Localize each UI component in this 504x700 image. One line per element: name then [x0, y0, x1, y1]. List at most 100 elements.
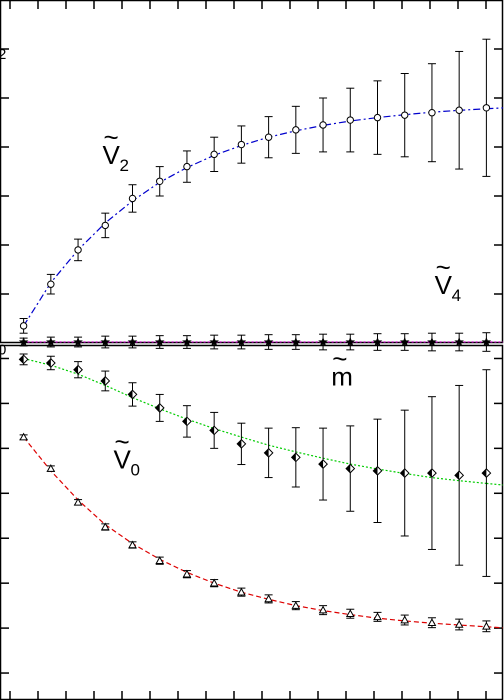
triangle-marker-1-16: [454, 619, 464, 628]
annotation-1: ~V 0: [113, 427, 139, 480]
annotation-letter: V: [435, 270, 453, 300]
diamond-marker-0-15: [427, 468, 437, 478]
diamond-marker-0-17-fill: [482, 468, 487, 478]
triangle-marker-1-6: [182, 569, 192, 578]
diamond-marker-0-11-fill: [318, 459, 324, 469]
plot-frame: [0, 0, 504, 344]
circle-marker-0-8: [237, 140, 246, 149]
triangle-marker-1-8: [237, 587, 246, 596]
star-marker-1-4: [127, 336, 138, 347]
circle-marker-0-5: [156, 177, 164, 186]
diamond-marker-0-5-fill: [155, 403, 160, 413]
y-tick-label: 0: [0, 341, 6, 358]
star-marker-1-9: [263, 336, 274, 347]
annotation-subscript: 4: [452, 286, 461, 305]
circle-marker-0-15: [428, 109, 436, 117]
circle-marker-0-3: [101, 221, 109, 230]
circle-marker-0-11: [319, 121, 327, 129]
annotation-letter: V: [113, 445, 131, 475]
circle-marker-0-16: [455, 106, 463, 114]
diamond-marker-0-14-fill: [400, 468, 405, 478]
diamond-marker-0-12: [345, 463, 356, 474]
diamond-marker-0-8-fill: [237, 439, 242, 449]
annotation-letter: V: [103, 140, 121, 170]
circle-marker-0-10: [292, 126, 300, 134]
top-panel: 2~V 2~V 4: [0, 0, 504, 352]
star-marker-1-10: [291, 336, 301, 347]
annotation-letter: m: [331, 361, 353, 391]
circle-marker-0-0: [19, 322, 28, 330]
diamond-marker-0-1: [45, 358, 56, 368]
diamond-marker-0-5: [154, 403, 165, 413]
diamond-marker-0-2-fill: [73, 365, 79, 374]
diamond-marker-0-2: [73, 364, 83, 375]
annotation-subscript: 2: [120, 156, 129, 175]
circle-marker-0-7: [210, 150, 218, 159]
annotation-tilde: ~: [332, 343, 347, 373]
diamond-marker-0-3-fill: [101, 376, 106, 386]
triangle-marker-1-1: [46, 464, 56, 472]
triangle-marker-1-4: [128, 540, 137, 549]
triangle-marker-1-12: [345, 609, 355, 618]
circle-marker-0-13: [373, 113, 382, 122]
circle-marker-0-2: [74, 246, 82, 254]
diamond-marker-0-9: [263, 447, 274, 458]
diamond-marker-0-15-fill: [427, 468, 432, 478]
diamond-marker-0-6: [182, 416, 192, 427]
triangle-marker-1-14: [400, 615, 410, 624]
triangle-marker-1-15: [427, 618, 437, 627]
fit-curve-extension-0: [486, 482, 504, 486]
triangle-marker-1-0: [19, 432, 28, 441]
triangle-marker-1-10: [291, 601, 301, 609]
diamond-marker-0-16: [454, 470, 465, 481]
plot-frame: [0, 344, 504, 700]
star-marker-1-0: [18, 336, 29, 347]
diamond-marker-0-16-fill: [454, 471, 460, 480]
fit-curve-1: [23, 436, 487, 628]
diamond-marker-0-12-fill: [346, 464, 351, 473]
star-marker-1-16: [454, 336, 464, 347]
triangle-marker-1-3: [100, 522, 110, 531]
y-tick-label: 2: [0, 46, 6, 63]
circle-marker-0-4: [128, 194, 137, 203]
star-marker-1-14: [399, 336, 410, 347]
diamond-marker-0-7: [209, 425, 220, 436]
annotation-0: ~m: [331, 343, 353, 391]
triangle-marker-1-17: [482, 621, 491, 630]
diamond-marker-0-9-fill: [264, 448, 269, 458]
circle-marker-0-17: [482, 104, 491, 112]
diamond-marker-0-3: [100, 376, 111, 386]
fit-curve-0: [23, 357, 487, 484]
star-marker-1-3: [100, 336, 111, 347]
circle-marker-0-6: [183, 162, 191, 171]
star-marker-1-6: [182, 336, 192, 347]
fit-curve-0: [23, 108, 487, 327]
diamond-marker-0-0: [18, 354, 29, 365]
annotation-subscript: 0: [130, 461, 139, 480]
star-marker-1-1: [46, 336, 56, 347]
star-marker-1-11: [318, 336, 328, 347]
annotation-1: ~V 4: [435, 252, 461, 305]
star-marker-1-7: [209, 336, 219, 347]
circle-marker-0-9: [264, 133, 273, 141]
annotation-0: ~V 2: [103, 122, 129, 175]
diamond-marker-0-13-fill: [373, 466, 378, 476]
diamond-marker-0-13: [372, 465, 383, 476]
diamond-marker-0-8: [236, 438, 247, 449]
bottom-panel: 0 ~m~V 0: [0, 341, 504, 700]
diamond-marker-0-4: [127, 389, 138, 400]
annotation-tilde: ~: [436, 252, 451, 282]
star-marker-1-12: [345, 336, 356, 347]
diamond-marker-0-4-fill: [128, 390, 133, 399]
star-marker-1-15: [427, 336, 437, 347]
diamond-marker-0-10-fill: [291, 453, 296, 462]
diamond-marker-0-7-fill: [209, 426, 215, 435]
triangle-marker-1-7: [209, 578, 219, 587]
diamond-marker-0-11: [318, 459, 328, 469]
circle-marker-0-14: [401, 111, 409, 119]
diamond-marker-0-1-fill: [46, 358, 51, 368]
circle-marker-0-12: [346, 116, 354, 124]
triangle-marker-1-2: [73, 497, 83, 506]
diamond-marker-0-0-fill: [19, 355, 24, 364]
